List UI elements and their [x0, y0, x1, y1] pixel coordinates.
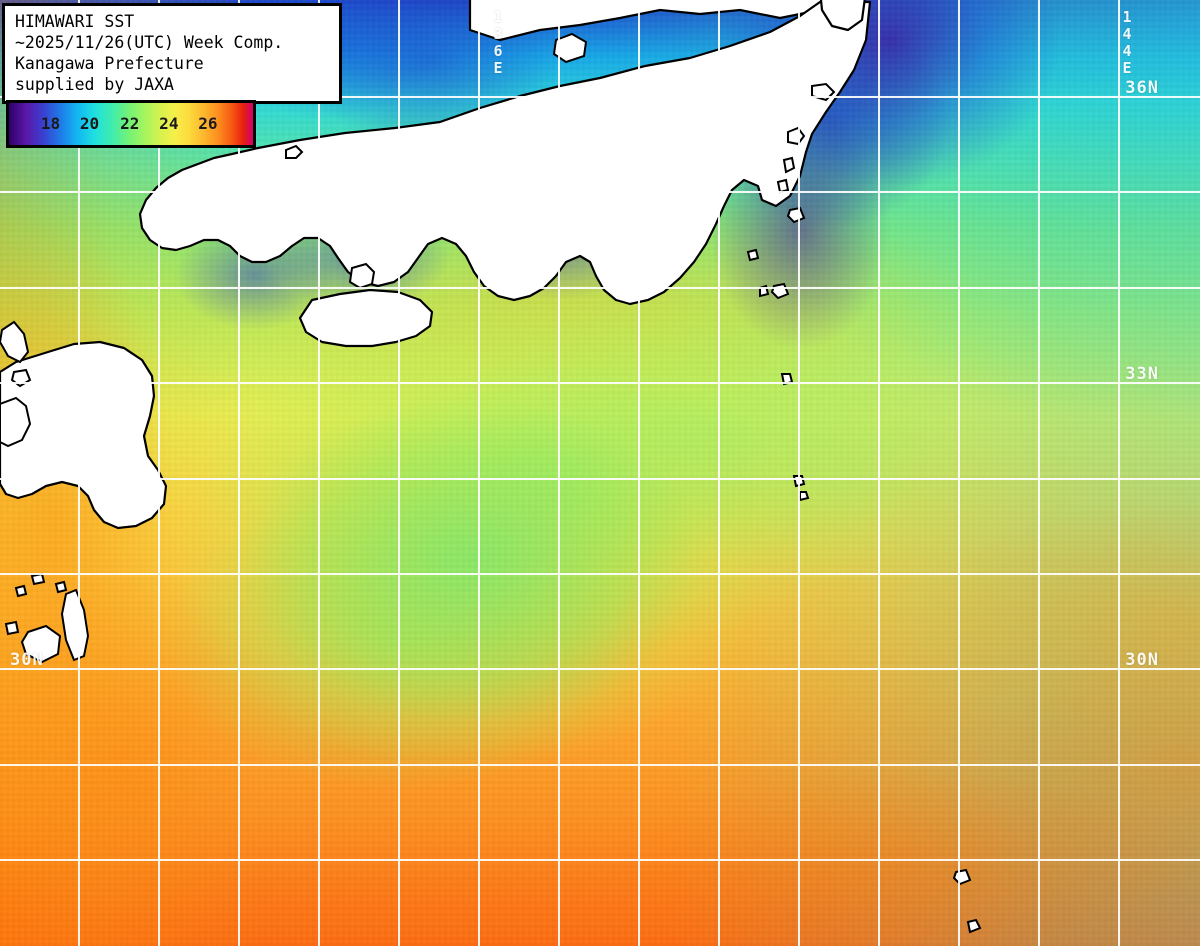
title-line-provider: Kanagawa Prefecture	[15, 54, 204, 73]
title-box: HIMAWARI SST ~2025/11/26(UTC) Week Comp.…	[2, 3, 342, 104]
island-smith	[746, 248, 760, 262]
tanegashima	[60, 588, 90, 662]
goto-islands	[0, 396, 32, 448]
izu-island-miyakejima	[786, 206, 806, 224]
sado-island	[552, 32, 588, 64]
yakushima	[20, 624, 62, 664]
title-line-datetime: ~2025/11/26(UTC) Week Comp.	[15, 33, 284, 52]
island-kuchinoerabu	[4, 620, 20, 636]
awaji-island	[348, 262, 376, 290]
colorbar: 18 20 22 24 26	[6, 100, 256, 148]
island-kuroshima	[54, 580, 68, 594]
colorbar-tick-labels: 18 20 22 24 26	[9, 103, 253, 145]
tsushima-island	[0, 320, 30, 364]
izu-oshima	[787, 126, 806, 146]
island-iojima	[30, 572, 46, 586]
oki-islands	[285, 144, 304, 159]
island-torishima	[792, 475, 806, 488]
colorbar-tick-24: 24	[159, 114, 179, 133]
island-mikurajima	[759, 284, 770, 298]
island-takeshima	[14, 584, 28, 598]
title-line-product: HIMAWARI SST	[15, 12, 135, 31]
colorbar-gradient	[9, 103, 253, 145]
colorbar-tick-20: 20	[79, 114, 100, 133]
colorbar-tick-22: 22	[120, 114, 140, 133]
izu-island-aogashima	[780, 373, 794, 386]
colorbar-tick-18: 18	[40, 114, 61, 133]
izu-island-niijima	[782, 156, 796, 174]
hokkaido-southwest	[819, 0, 866, 32]
island-minami	[966, 918, 982, 934]
title-line-source: supplied by JAXA	[15, 75, 174, 94]
kyushu	[0, 340, 168, 530]
izu-island-hachijojima	[770, 282, 790, 300]
island-hahajima	[952, 868, 972, 886]
izu-island-kozushima	[776, 178, 790, 194]
shikoku	[298, 288, 434, 348]
island-sofugan	[799, 491, 810, 502]
colorbar-tick-26: 26	[198, 114, 218, 133]
